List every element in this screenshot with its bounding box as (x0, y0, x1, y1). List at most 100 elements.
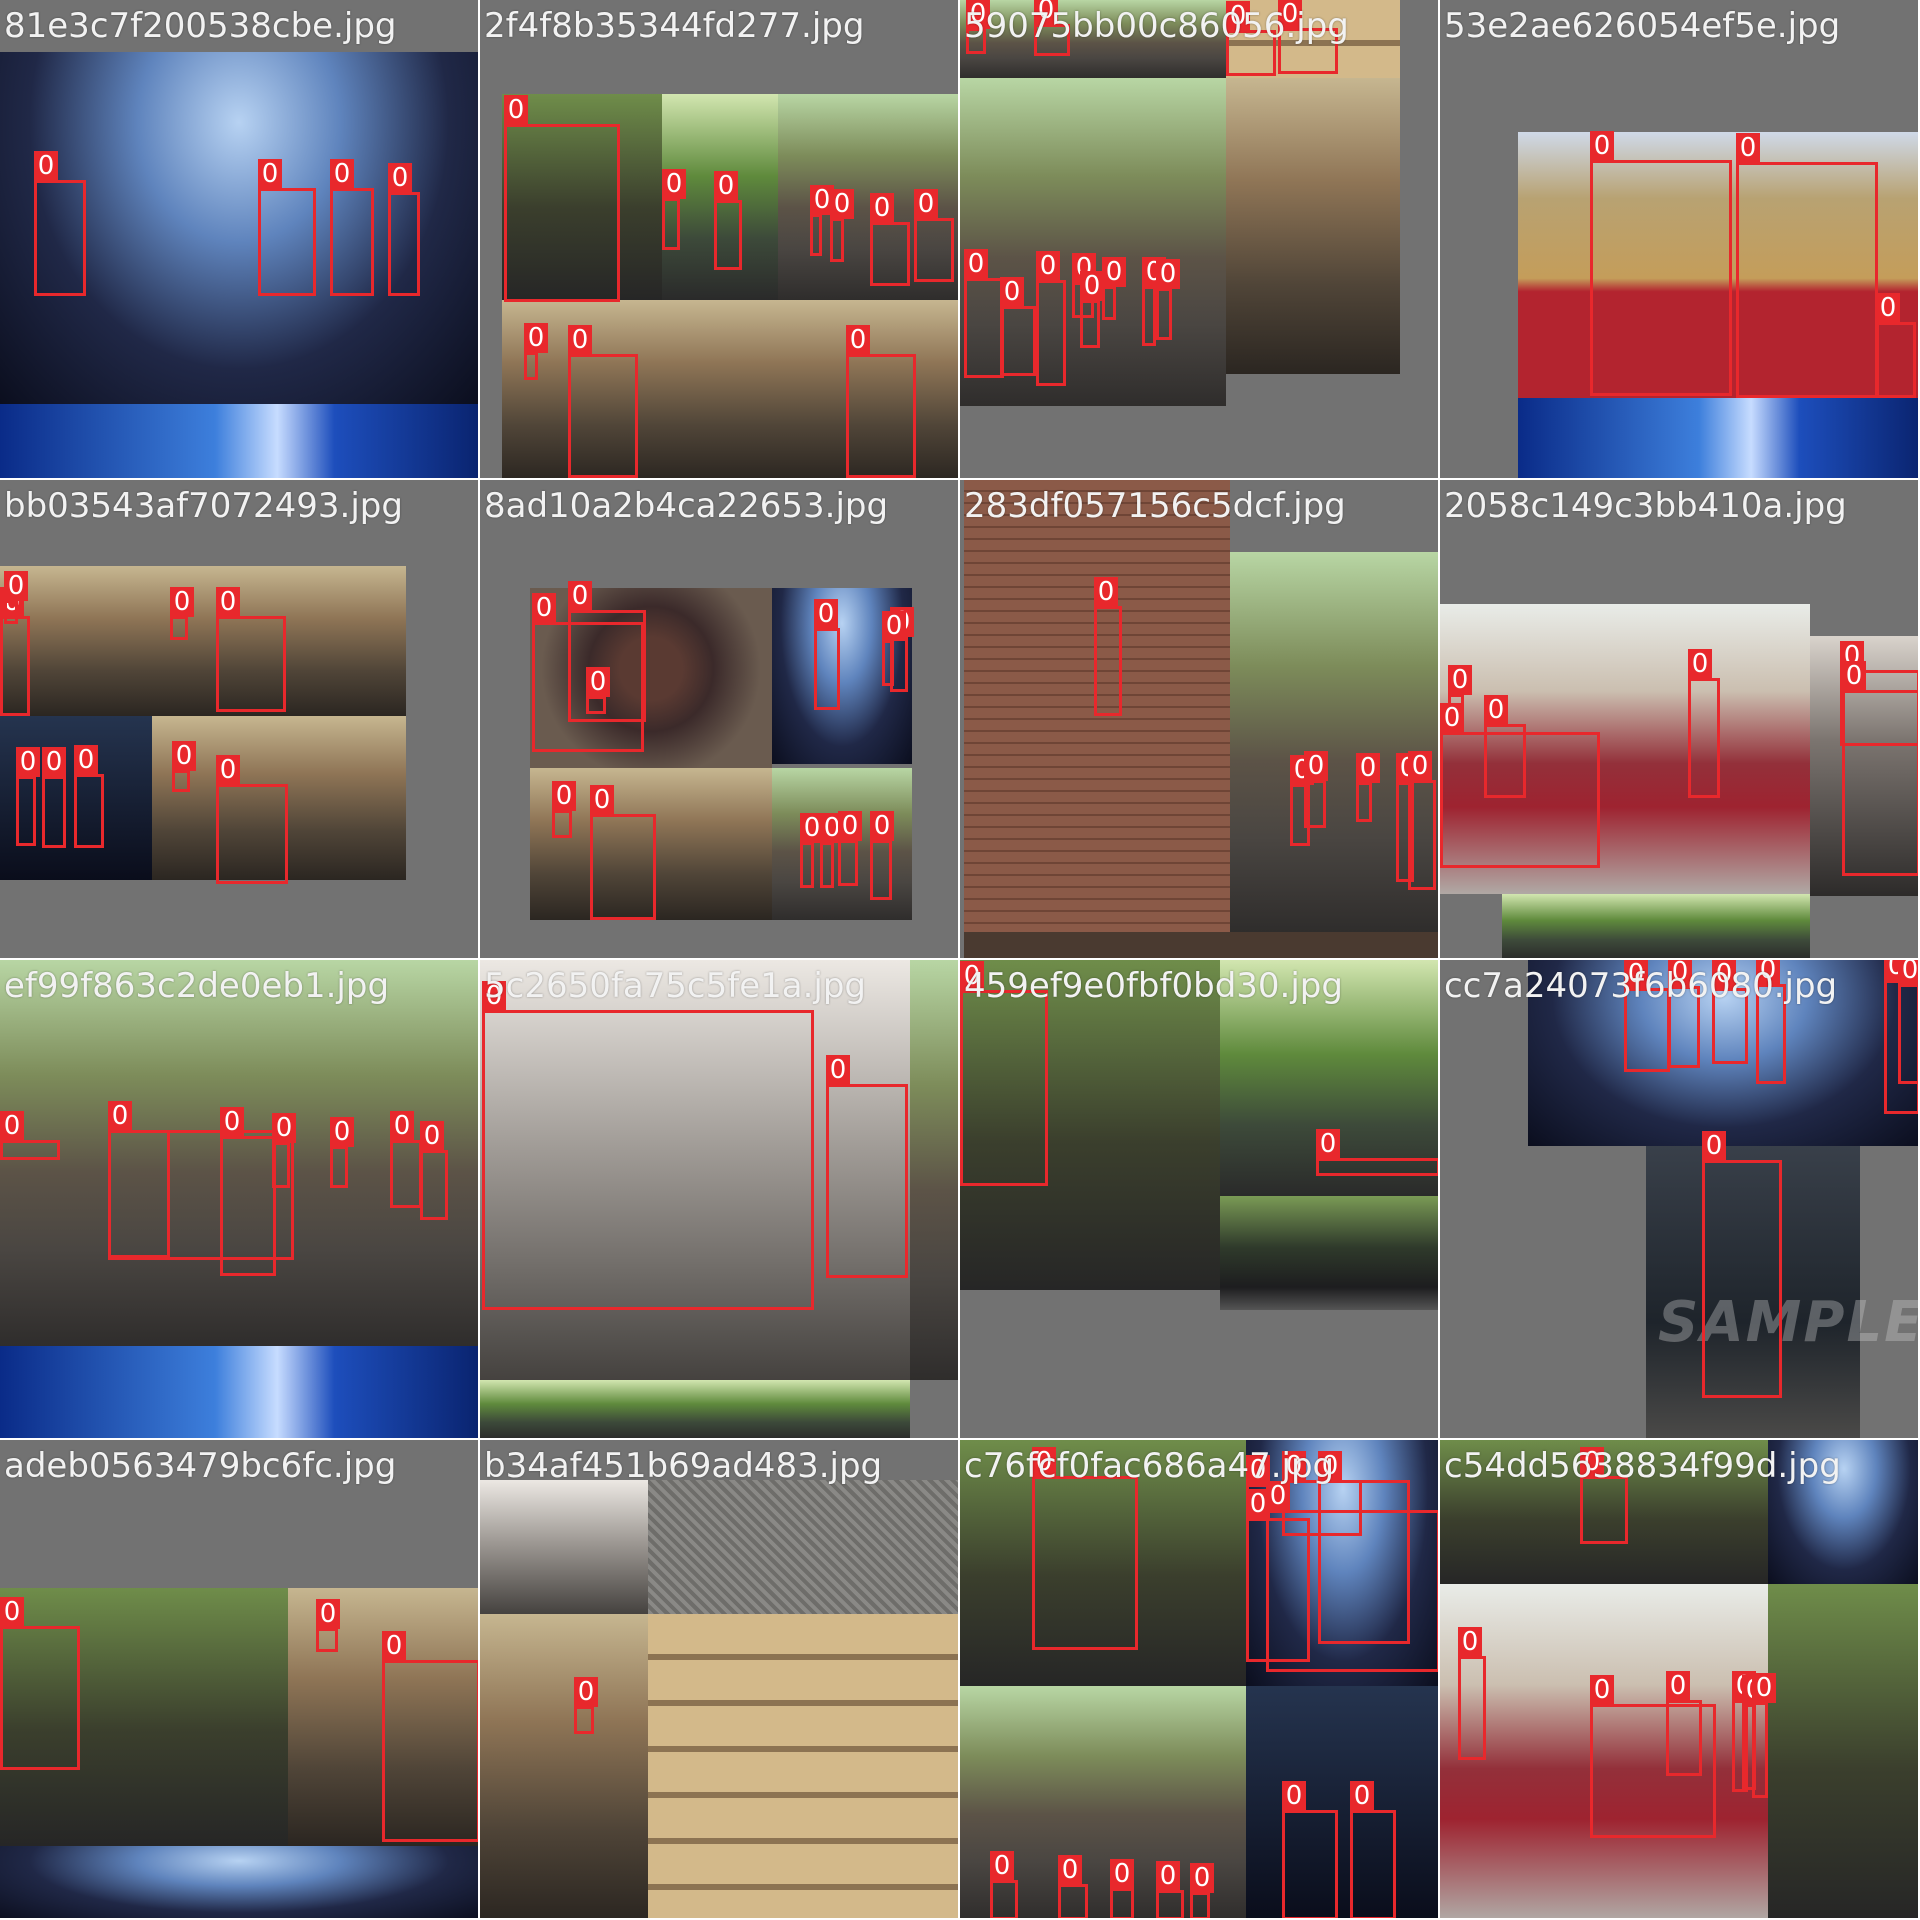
detection-box: 0 (482, 981, 814, 1310)
detection-label: 0 (568, 325, 592, 355)
mosaic-tile: 59075bb00c86056.jpg 0 0 0 0 0 0 0 0 0 0 … (960, 0, 1440, 480)
detection-label: 0 (1032, 1447, 1056, 1477)
detection-label: 0 (1484, 695, 1508, 725)
detection-label: 0 (4, 571, 28, 601)
detection-box: 0 (574, 1677, 598, 1734)
detection-box: 0 (216, 587, 286, 712)
detection-label: 0 (1736, 133, 1760, 163)
detection-box: 0 (1590, 1675, 1716, 1838)
detection-box: 0 (1316, 1129, 1438, 1176)
detection-box: 0 (1304, 751, 1328, 828)
detection-label: 0 (382, 1631, 406, 1661)
detection-label: 0 (524, 323, 548, 353)
tile-photo (480, 960, 910, 1380)
detection-box: 0 (1156, 259, 1180, 340)
detection-label: 0 (1702, 1131, 1726, 1161)
mosaic-tile: 283df057156c5dcf.jpg 0 0 0 0 0 0 (960, 480, 1440, 960)
detection-label: 0 (1156, 1861, 1180, 1891)
detection-label: 0 (882, 611, 906, 641)
detection-box: 0 (1440, 703, 1600, 868)
detection-label: 0 (838, 811, 862, 841)
detection-label: 0 (220, 1107, 244, 1137)
tile-photo (480, 1614, 648, 1918)
detection-label: 0 (1408, 751, 1432, 781)
tile-photo (960, 1440, 1246, 1686)
detection-label: 0 (1876, 293, 1900, 323)
mosaic-tile: 8ad10a2b4ca22653.jpg 0 0 0 0 0 0 0 0 0 0… (480, 480, 960, 960)
detection-box: 0 (1458, 1627, 1486, 1760)
detection-label: 0 (1580, 1447, 1604, 1477)
detection-box: 0 (170, 587, 194, 640)
detection-label: 0 (0, 1597, 24, 1627)
detection-label: 0 (1110, 1859, 1134, 1889)
tile-filename: 459ef9e0fbf0bd30.jpg (964, 966, 1343, 1006)
tile-filename: 59075bb00c86056.jpg (964, 6, 1349, 46)
tile-filename: 8ad10a2b4ca22653.jpg (484, 486, 889, 526)
detection-label: 0 (1688, 649, 1712, 679)
tile-filename: bb03543af7072493.jpg (4, 486, 403, 526)
detection-box: 0 (272, 1113, 296, 1188)
detection-box: 0 (258, 159, 316, 296)
detection-label: 0 (1448, 665, 1472, 695)
detection-box: 0 (1356, 753, 1380, 822)
tile-filename: 283df057156c5dcf.jpg (964, 486, 1346, 526)
detection-box: 0 (810, 185, 834, 256)
tile-photo (960, 78, 1226, 406)
detection-box: 0 (504, 95, 620, 302)
detection-label: 0 (1282, 1451, 1306, 1481)
mosaic-tile: b34af451b69ad483.jpg 0 (480, 1440, 960, 1920)
mosaic-tile: bb03543af7072493.jpg 0 0 0 0 0 0 0 0 0 (0, 480, 480, 960)
detection-label: 0 (586, 667, 610, 697)
detection-label: 0 (1000, 277, 1024, 307)
detection-label: 0 (1624, 960, 1648, 989)
detection-label: 0 (316, 1599, 340, 1629)
detection-box: 0 (590, 785, 656, 920)
detection-label: 0 (1226, 1, 1250, 31)
mosaic-tile: adeb0563479bc6fc.jpg 0 0 0 (0, 1440, 480, 1920)
detection-label: 0 (1266, 1481, 1290, 1511)
detection-box: 0 (1666, 1671, 1702, 1776)
tile-filename: ef99f863c2de0eb1.jpg (4, 966, 390, 1006)
mosaic-tile: 2f4f8b35344fd277.jpg 0 0 0 0 0 0 0 0 0 0 (480, 0, 960, 480)
detection-label: 0 (826, 1055, 850, 1085)
detection-box: 0 (586, 667, 610, 714)
detection-label: 0 (1190, 1863, 1214, 1893)
tile-filename: 2f4f8b35344fd277.jpg (484, 6, 865, 46)
detection-label: 0 (1842, 661, 1866, 691)
tile-photo (0, 960, 478, 1346)
detection-label: 0 (1668, 960, 1692, 987)
detection-box: 0 (1590, 131, 1732, 396)
detection-box: 0 (1898, 960, 1918, 1084)
detection-label: 0 (16, 747, 40, 777)
detection-label: 0 (960, 961, 984, 991)
detection-label: 0 (1590, 1675, 1614, 1705)
tile-photo (0, 52, 478, 404)
tile-photo (1440, 1440, 1768, 1584)
detection-label: 0 (1712, 960, 1736, 989)
detection-label: 0 (590, 785, 614, 815)
detection-box: 0 (1756, 960, 1786, 1084)
detection-label: 0 (388, 163, 412, 193)
tile-photo (910, 960, 958, 1380)
detection-box: 0 (846, 325, 916, 478)
detection-box: 0 (1688, 649, 1720, 798)
detection-box: 0 (1350, 1781, 1396, 1918)
detection-box: 0 (1142, 257, 1166, 346)
tile-photo (1246, 1686, 1438, 1918)
detection-label: 0 (1102, 257, 1126, 287)
detection-box: 0 (800, 813, 824, 888)
tile-photo (480, 1480, 648, 1614)
detection-box: 0 (1110, 1859, 1134, 1918)
detection-box: 0 (0, 1597, 80, 1770)
detection-label: 0 (504, 95, 528, 125)
detection-label: 0 (714, 171, 738, 201)
detection-box: 0 (1736, 133, 1878, 398)
tile-filename: 53e2ae626054ef5e.jpg (1444, 6, 1841, 46)
detection-box: 0 (330, 1117, 354, 1188)
detection-box: 0 (1484, 695, 1526, 798)
detection-label: 0 (870, 811, 894, 841)
detection-box: 0 (216, 755, 288, 884)
detection-box: 0 (1080, 271, 1104, 348)
detection-box: 0 (1058, 1855, 1088, 1918)
